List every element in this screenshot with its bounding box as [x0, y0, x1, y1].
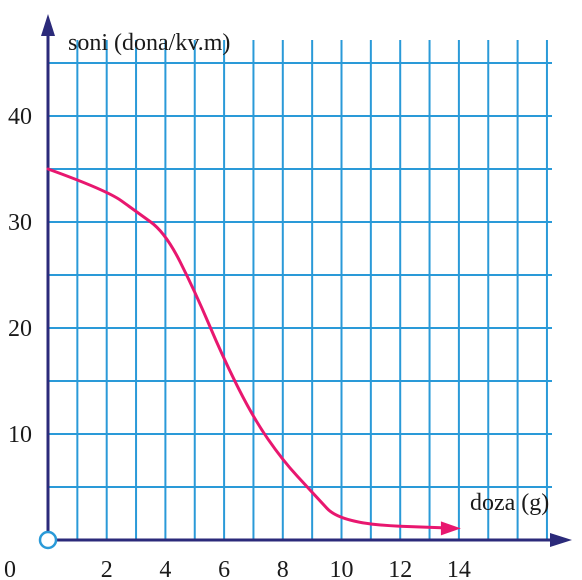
- grid: [48, 40, 552, 540]
- x-tick-label: 6: [218, 557, 230, 580]
- series-line: [46, 167, 447, 530]
- x-tick-label: 8: [277, 557, 289, 580]
- x-axis-title: doza (g): [470, 490, 549, 516]
- y-tick-label: 30: [8, 210, 32, 236]
- y-tick-label: 40: [8, 104, 32, 130]
- x-tick-label: 12: [388, 557, 412, 580]
- y-axis-arrow: [41, 14, 55, 36]
- x-tick-label: 4: [159, 557, 171, 580]
- y-tick-label: 20: [8, 316, 32, 342]
- origin-label: 0: [4, 557, 16, 580]
- y-axis-title: soni (dona/kv.m): [68, 30, 230, 56]
- tick-labels: 2 4 6 8 10 12 14 10 20 30 40: [8, 104, 471, 580]
- x-tick-label: 14: [447, 557, 471, 580]
- series-arrowhead: [440, 521, 461, 536]
- y-tick-label: 10: [8, 422, 32, 448]
- x-tick-label: 2: [101, 557, 113, 580]
- axes: [38, 14, 572, 550]
- x-tick-label: 10: [330, 557, 354, 580]
- series-layer: [46, 167, 461, 536]
- x-axis-arrow: [550, 533, 572, 547]
- origin-marker: [38, 530, 58, 550]
